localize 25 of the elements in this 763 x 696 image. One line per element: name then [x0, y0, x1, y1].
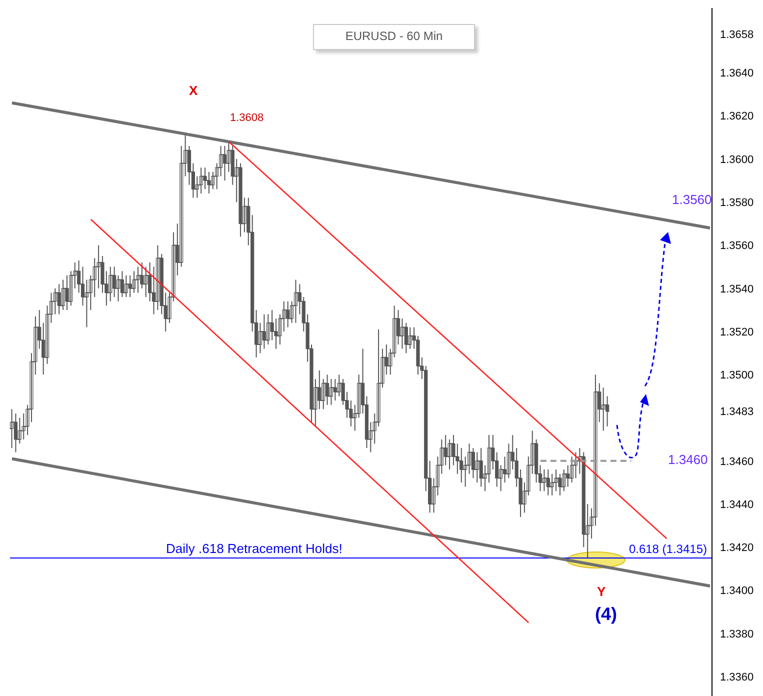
y-tick-label: 1.3483 [720, 406, 754, 418]
y-tick-label: 1.3360 [720, 671, 754, 684]
annotation: X [189, 83, 198, 98]
y-tick-label: 1.3520 [720, 326, 754, 338]
y-tick-label: 1.3400 [720, 585, 754, 598]
annotation: 1.3560 [672, 192, 712, 207]
y-tick-label: 1.3500 [720, 370, 754, 382]
annotation: Y [597, 584, 606, 599]
y-tick-label: 1.3420 [720, 542, 754, 554]
y-tick-label: 1.3620 [720, 110, 754, 123]
y-tick-label: 1.3440 [720, 498, 754, 511]
y-tick-label: 1.3460 [720, 456, 754, 468]
y-tick-label: 1.3658 [720, 28, 754, 41]
text: EURUSD - 60 Min [344, 29, 444, 43]
y-tick-label: 1.3640 [720, 68, 754, 80]
annotation: Daily .618 Retracement Holds! [166, 541, 342, 556]
annotation: 1.3608 [230, 112, 264, 124]
y-tick-label: 1.3600 [720, 154, 754, 166]
ref-line-label: 0.618 (1.3415) [628, 542, 707, 556]
y-tick-label: 1.3380 [720, 628, 754, 640]
y-tick-label: 1.3580 [720, 197, 754, 210]
annotation: 1.3460 [668, 452, 708, 467]
y-tick-label: 1.3560 [720, 240, 754, 252]
y-tick-label: 1.3540 [720, 283, 754, 296]
annotation: (4) [595, 604, 617, 625]
